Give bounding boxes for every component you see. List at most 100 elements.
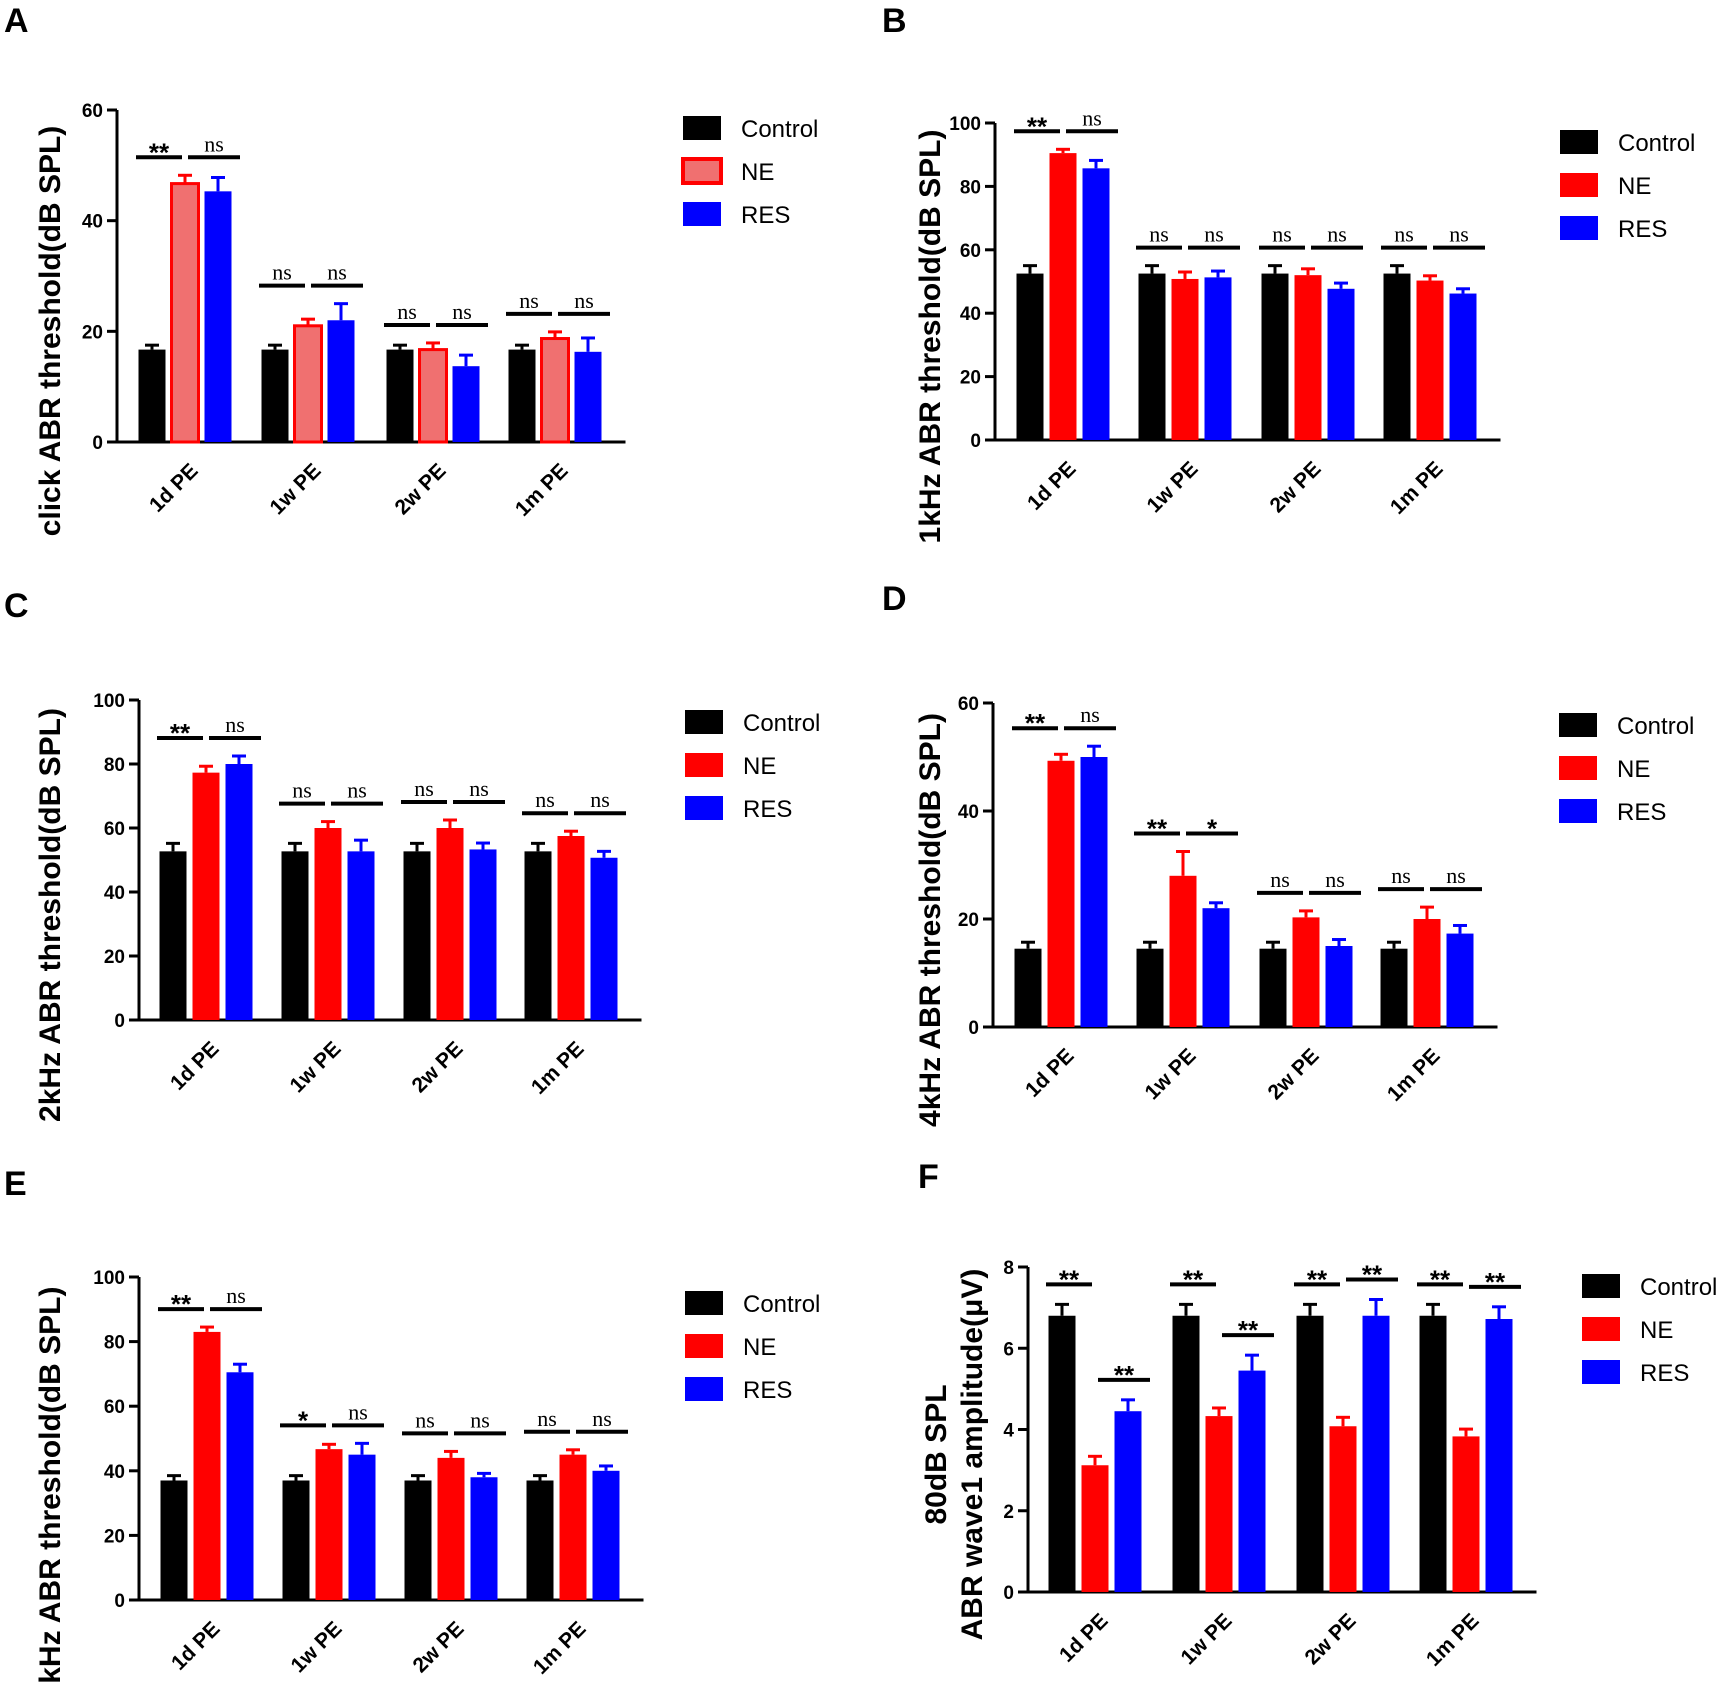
significance-label: ns <box>1446 863 1466 888</box>
bar-res <box>574 351 602 442</box>
y-tick-label: 20 <box>82 322 103 343</box>
significance-label: ns <box>1327 222 1347 247</box>
bar-ne <box>1049 153 1077 441</box>
bar-ne <box>314 828 342 1020</box>
x-tick-label: 1d PE <box>1023 457 1081 515</box>
legend-label: NE <box>1618 173 1651 200</box>
legend-swatch-res <box>1559 799 1597 823</box>
bar-res <box>469 849 497 1020</box>
legend-swatch-ne <box>1560 173 1598 197</box>
significance-label: * <box>1207 814 1218 844</box>
bar-control <box>1136 948 1164 1027</box>
legend-label: NE <box>1617 756 1650 783</box>
bar-res <box>1485 1319 1513 1592</box>
legend-label: NE <box>1640 1317 1673 1344</box>
y-tick-label: 20 <box>104 1526 125 1547</box>
y-tick-label: 60 <box>958 694 979 715</box>
significance-label: ns <box>1080 702 1100 727</box>
chart-panel-e: E 8kHz ABR threshold(dB SPL) 0 20 40 60 80 100 1… <box>4 1165 820 1682</box>
bar-ne <box>1329 1426 1357 1592</box>
x-tick-label: 1d PE <box>145 459 203 517</box>
significance-label: ns <box>1149 222 1169 247</box>
legend-label: RES <box>1617 799 1666 826</box>
bar-res <box>1238 1370 1266 1592</box>
legend-label: RES <box>743 1377 792 1404</box>
bar-ne <box>557 836 585 1020</box>
significance-label: ns <box>225 712 245 737</box>
y-tick-label: 0 <box>114 1591 125 1612</box>
bar-res <box>1449 293 1477 440</box>
bar-ne <box>315 1449 343 1600</box>
bar-ne <box>1413 919 1441 1027</box>
legend-swatch-res <box>1582 1360 1620 1384</box>
bar-res <box>1362 1315 1390 1592</box>
x-tick-label: 1w PE <box>287 1617 347 1677</box>
significance-label: ** <box>1362 1260 1383 1290</box>
bar-res <box>1446 933 1474 1027</box>
x-tick-label: 2w PE <box>409 1617 469 1677</box>
bar-control <box>1419 1315 1447 1592</box>
bar-ne <box>540 337 570 444</box>
significance-label: ** <box>1307 1264 1328 1294</box>
legend-label: Control <box>743 710 820 737</box>
y-axis-label-line1: 80dB SPL <box>920 1384 953 1524</box>
legend-swatch-ne <box>685 1334 723 1358</box>
significance-label: ns <box>519 288 539 313</box>
significance-label: ns <box>292 778 312 803</box>
bar-ne <box>436 828 464 1020</box>
y-tick-label: 0 <box>970 431 981 452</box>
bar-control <box>1172 1315 1200 1592</box>
y-tick-label: 80 <box>104 1333 125 1354</box>
y-tick-label: 40 <box>104 1462 125 1483</box>
bar-res <box>590 857 618 1020</box>
y-axis-label-line2: ABR wave1 amplitude(μV) <box>956 1269 989 1641</box>
significance-label: ** <box>149 137 170 167</box>
x-tick-label: 1w PE <box>286 1037 346 1097</box>
bar-res <box>347 851 375 1020</box>
bar-control <box>261 349 289 442</box>
significance-label: ns <box>226 1283 246 1308</box>
legend-swatch-control <box>1560 130 1598 154</box>
significance-label: ns <box>1272 222 1292 247</box>
bar-ne <box>1294 275 1322 440</box>
legend-swatch-control <box>1582 1274 1620 1298</box>
x-tick-label: 1d PE <box>166 1037 224 1095</box>
x-tick-label: 1m PE <box>529 1617 591 1679</box>
y-tick-label: 0 <box>114 1011 125 1032</box>
x-tick-label: 1d PE <box>1055 1609 1113 1667</box>
bar-res <box>470 1477 498 1600</box>
significance-label: ** <box>1183 1264 1204 1294</box>
legend-swatch-res <box>685 1377 723 1401</box>
y-tick-label: 100 <box>93 1268 125 1289</box>
bar-control <box>281 851 309 1020</box>
significance-label: ns <box>592 1406 612 1431</box>
bar-ne <box>1452 1436 1480 1592</box>
bar-ne <box>1047 760 1075 1027</box>
significance-label: * <box>298 1405 309 1435</box>
x-tick-label: 1m PE <box>527 1037 589 1099</box>
legend-label: RES <box>743 796 792 823</box>
bar-ne <box>1205 1416 1233 1592</box>
x-tick-label: 1w PE <box>1143 457 1203 517</box>
significance-label: ns <box>574 288 594 313</box>
bar-control <box>524 851 552 1020</box>
bar-control <box>282 1480 310 1600</box>
bar-ne <box>1171 278 1199 440</box>
bar-control <box>1016 273 1044 440</box>
bar-control <box>404 1480 432 1600</box>
x-tick-label: 1w PE <box>1177 1609 1237 1669</box>
significance-label: ** <box>1025 708 1046 738</box>
significance-label: ns <box>1270 867 1290 892</box>
y-tick-label: 2 <box>1003 1502 1014 1523</box>
bar-res <box>1114 1411 1142 1592</box>
y-tick-label: 40 <box>82 212 103 233</box>
panel-letter: F <box>918 1158 939 1196</box>
significance-label: ns <box>414 776 434 801</box>
significance-label: ** <box>1114 1360 1135 1390</box>
legend-swatch-control <box>685 710 723 734</box>
bar-res <box>1082 168 1110 440</box>
bar-control <box>403 851 431 1020</box>
legend-swatch-res <box>685 796 723 820</box>
